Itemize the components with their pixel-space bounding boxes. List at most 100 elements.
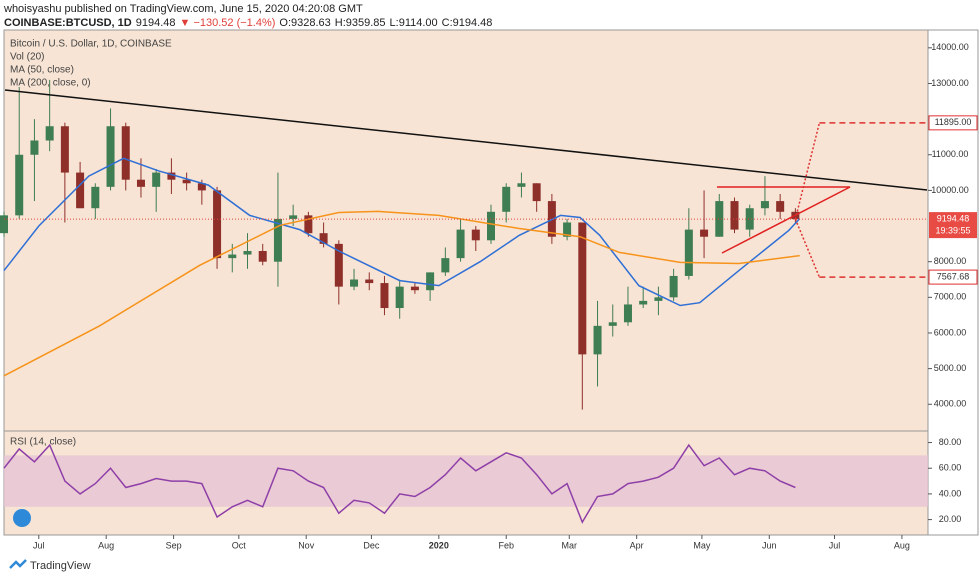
candle-body: [456, 229, 465, 259]
candle-body: [760, 201, 769, 209]
x-tick-label: Feb: [498, 540, 514, 550]
candle-body: [197, 183, 206, 191]
y-tick-label: 11000.00: [932, 149, 969, 159]
candle-body: [91, 186, 100, 209]
chart-title: Bitcoin / U.S. Dollar, 1D, COINBASE: [10, 39, 172, 50]
candle-body: [289, 215, 298, 219]
candle-body: [730, 201, 739, 230]
candle-body: [700, 229, 709, 237]
candle-body: [304, 215, 313, 234]
x-tick-label: Jul: [829, 540, 841, 550]
candle-body: [365, 279, 374, 284]
header: whoisyashu published on TradingView.com,…: [4, 2, 496, 30]
candle-body: [745, 208, 754, 230]
x-tick-label: May: [693, 540, 711, 550]
y-tick-label: 4000.00: [934, 399, 967, 409]
line: [3, 157, 801, 307]
plot: [0, 79, 928, 524]
candle-body: [410, 286, 419, 291]
candle-body: [273, 218, 282, 262]
candle-body: [776, 201, 785, 212]
candle-body: [121, 126, 130, 180]
y-tick-label: 8000.00: [934, 256, 967, 266]
symbol-line: COINBASE:BTCUSD, 1D 9194.48 ▼ −130.52 (−1.…: [4, 16, 496, 30]
last-price-label: 9194.48: [937, 213, 970, 223]
candle-body: [136, 179, 145, 187]
candle-body: [395, 286, 404, 309]
candle-body: [228, 254, 237, 259]
legend-entry: MA (50, close): [10, 65, 74, 76]
candle-body: [593, 325, 602, 355]
candle-body: [684, 229, 693, 276]
last-price-tag: [929, 212, 977, 239]
projection: [794, 218, 821, 278]
y-tick-label: 40.00: [939, 488, 962, 498]
candle-body: [502, 186, 511, 212]
x-tick-label: Jun: [762, 540, 777, 550]
candle-body: [487, 211, 496, 241]
candle-body: [669, 275, 678, 298]
candle-body: [334, 243, 343, 287]
y-tick-label: 60.00: [939, 463, 962, 473]
low: L:9114.00: [389, 17, 438, 29]
symbol: COINBASE:BTCUSD, 1D: [4, 17, 132, 29]
candle-body: [106, 126, 115, 187]
footer-logo: [9, 559, 27, 569]
chart-background: [3, 29, 929, 536]
candle-body: [15, 154, 24, 216]
candle-body: [152, 172, 161, 187]
candle-body: [167, 172, 176, 180]
candle-body: [76, 172, 85, 209]
target-label: 7567.68: [937, 271, 970, 281]
last-price: 9194.48: [135, 17, 176, 29]
y-tick-label: 10000.00: [931, 185, 969, 195]
candle-body: [243, 250, 252, 255]
footer-brand: TradingView: [30, 560, 91, 572]
candle-body: [623, 304, 632, 323]
line: [3, 443, 796, 524]
x-tick-label: Dec: [363, 540, 380, 550]
y-tick-label: 13000.00: [931, 78, 969, 88]
candle-body: [45, 126, 54, 141]
candle-body: [441, 258, 450, 273]
candle-body: [471, 229, 480, 241]
volume-legend: Vol (20): [10, 52, 44, 63]
x-tick-label: Apr: [630, 540, 644, 550]
candle-body: [0, 215, 8, 234]
logo-badge: [13, 509, 31, 527]
y-tick-label: 20.00: [939, 514, 962, 524]
rsi-band: [4, 455, 928, 507]
target-label: 11895.00: [935, 117, 972, 127]
high: H:9359.85: [334, 17, 386, 29]
legend-entry: RSI (14, close): [10, 437, 76, 448]
candle-body: [608, 322, 617, 326]
candle-body: [182, 179, 191, 184]
y-tick-label: 80.00: [939, 437, 962, 447]
open: O:9328.63: [279, 17, 331, 29]
candle-body: [380, 283, 389, 309]
y-tick-label: 6000.00: [934, 327, 967, 337]
legend-entry: MA (200, close, 0): [10, 78, 91, 89]
change: ▼ −130.52 (−1.4%): [179, 17, 276, 29]
candle-body: [517, 183, 526, 187]
candle-body: [426, 272, 435, 291]
candle-body: [639, 300, 648, 305]
candle-body: [213, 190, 222, 259]
x-tick-label: Jul: [33, 540, 45, 550]
published-line: whoisyashu published on TradingView.com,…: [4, 3, 363, 15]
y-tick-label: 7000.00: [934, 292, 967, 302]
y-tick-label: 5000.00: [934, 363, 967, 373]
countdown: 19:39:55: [935, 225, 970, 235]
target-tag: [928, 269, 978, 285]
x-tick-label: Aug: [98, 540, 114, 550]
close: C:9194.48: [441, 17, 493, 29]
candle-body: [30, 140, 39, 155]
x-tick-label: Aug: [894, 540, 910, 550]
x-tick-label: Sep: [166, 540, 182, 550]
candle-body: [60, 126, 69, 173]
x-tick-label: Mar: [562, 540, 578, 550]
candle-body: [532, 183, 541, 202]
x-tick-label: 2020: [429, 540, 449, 550]
